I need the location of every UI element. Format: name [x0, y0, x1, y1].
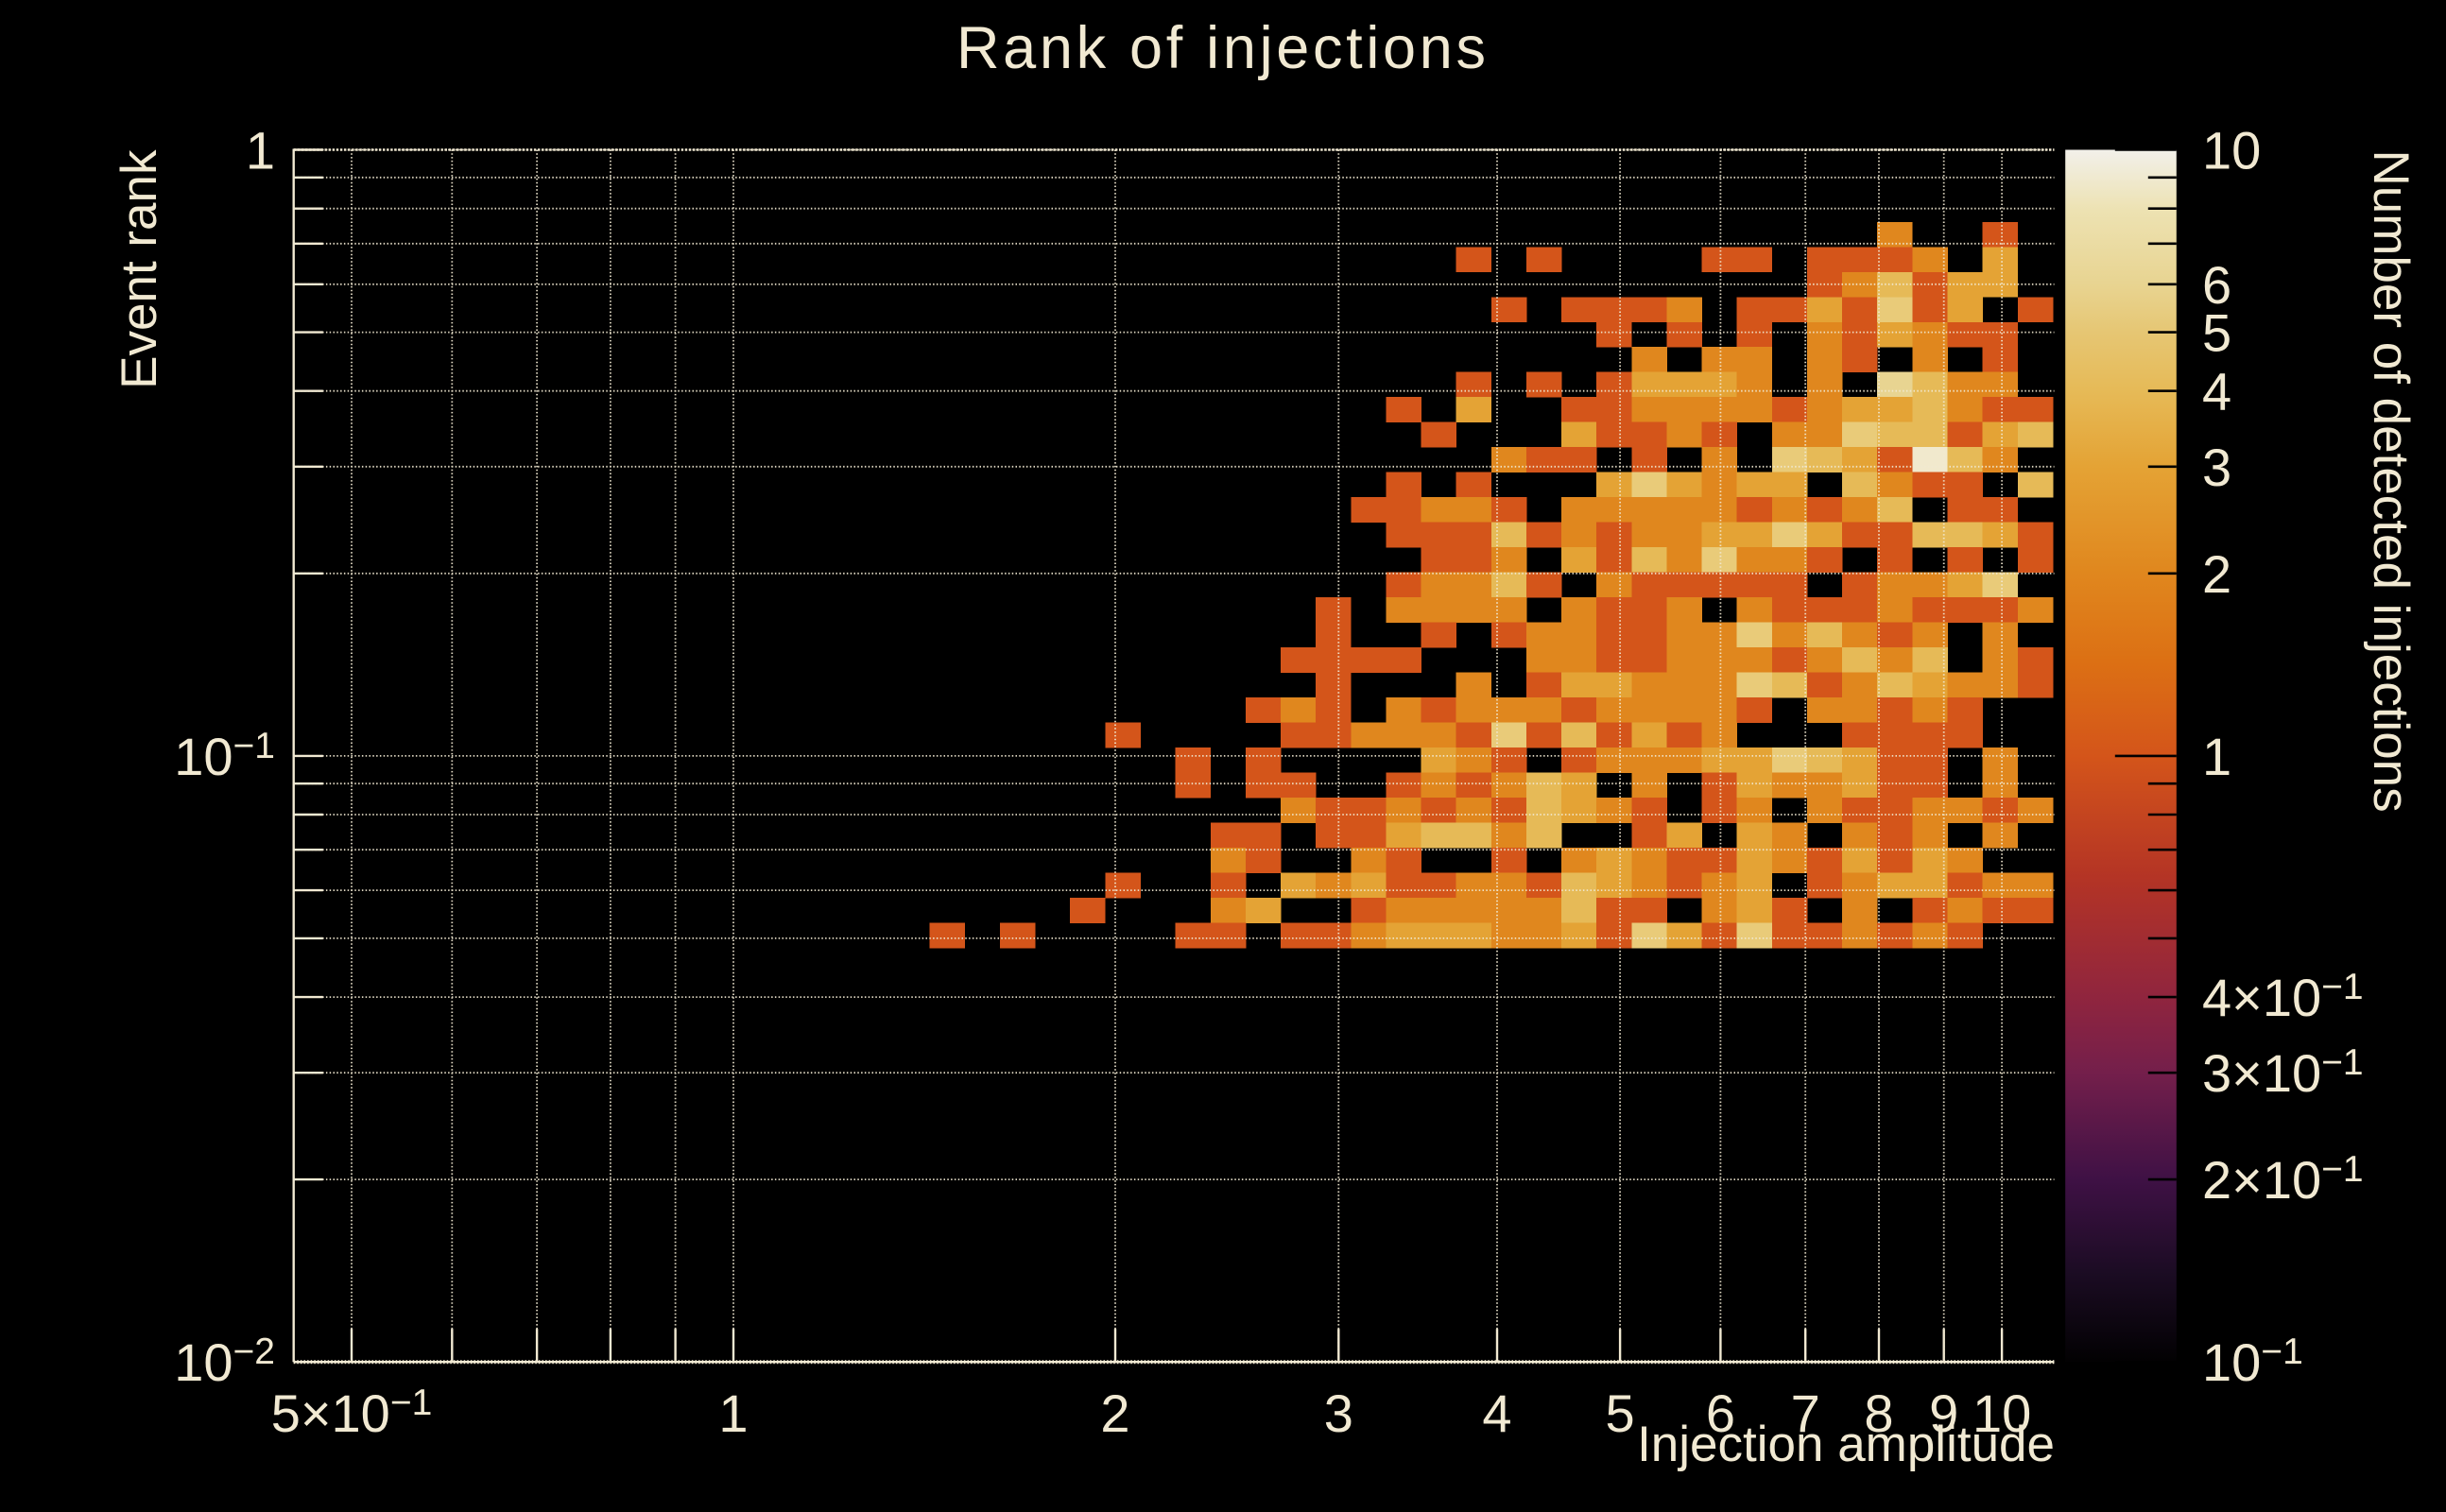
svg-text:10: 10: [1972, 1383, 2031, 1443]
svg-text:5: 5: [1606, 1383, 1635, 1443]
svg-text:3: 3: [1324, 1383, 1353, 1443]
svg-text:10: 10: [2202, 121, 2261, 180]
svg-text:1: 1: [718, 1383, 748, 1443]
svg-text:6: 6: [2202, 255, 2231, 315]
svg-text:2: 2: [1100, 1383, 1129, 1443]
svg-text:4: 4: [1482, 1383, 1511, 1443]
svg-text:5: 5: [2202, 303, 2231, 363]
svg-text:2: 2: [2202, 544, 2231, 604]
svg-text:10−2: 10−2: [174, 1332, 275, 1392]
svg-text:9: 9: [1929, 1383, 1958, 1443]
svg-text:Number of detected injections: Number of detected injections: [2363, 150, 2419, 813]
svg-text:4×10−1: 4×10−1: [2202, 967, 2364, 1027]
svg-text:4: 4: [2202, 362, 2231, 421]
svg-text:1: 1: [2202, 727, 2231, 786]
svg-text:Injection amplitude: Injection amplitude: [1637, 1417, 2055, 1472]
svg-text:1: 1: [246, 121, 275, 180]
svg-text:3: 3: [2202, 438, 2231, 497]
svg-text:8: 8: [1864, 1383, 1893, 1443]
svg-text:7: 7: [1791, 1383, 1820, 1443]
svg-text:6: 6: [1706, 1383, 1735, 1443]
svg-text:Event rank: Event rank: [112, 149, 167, 389]
